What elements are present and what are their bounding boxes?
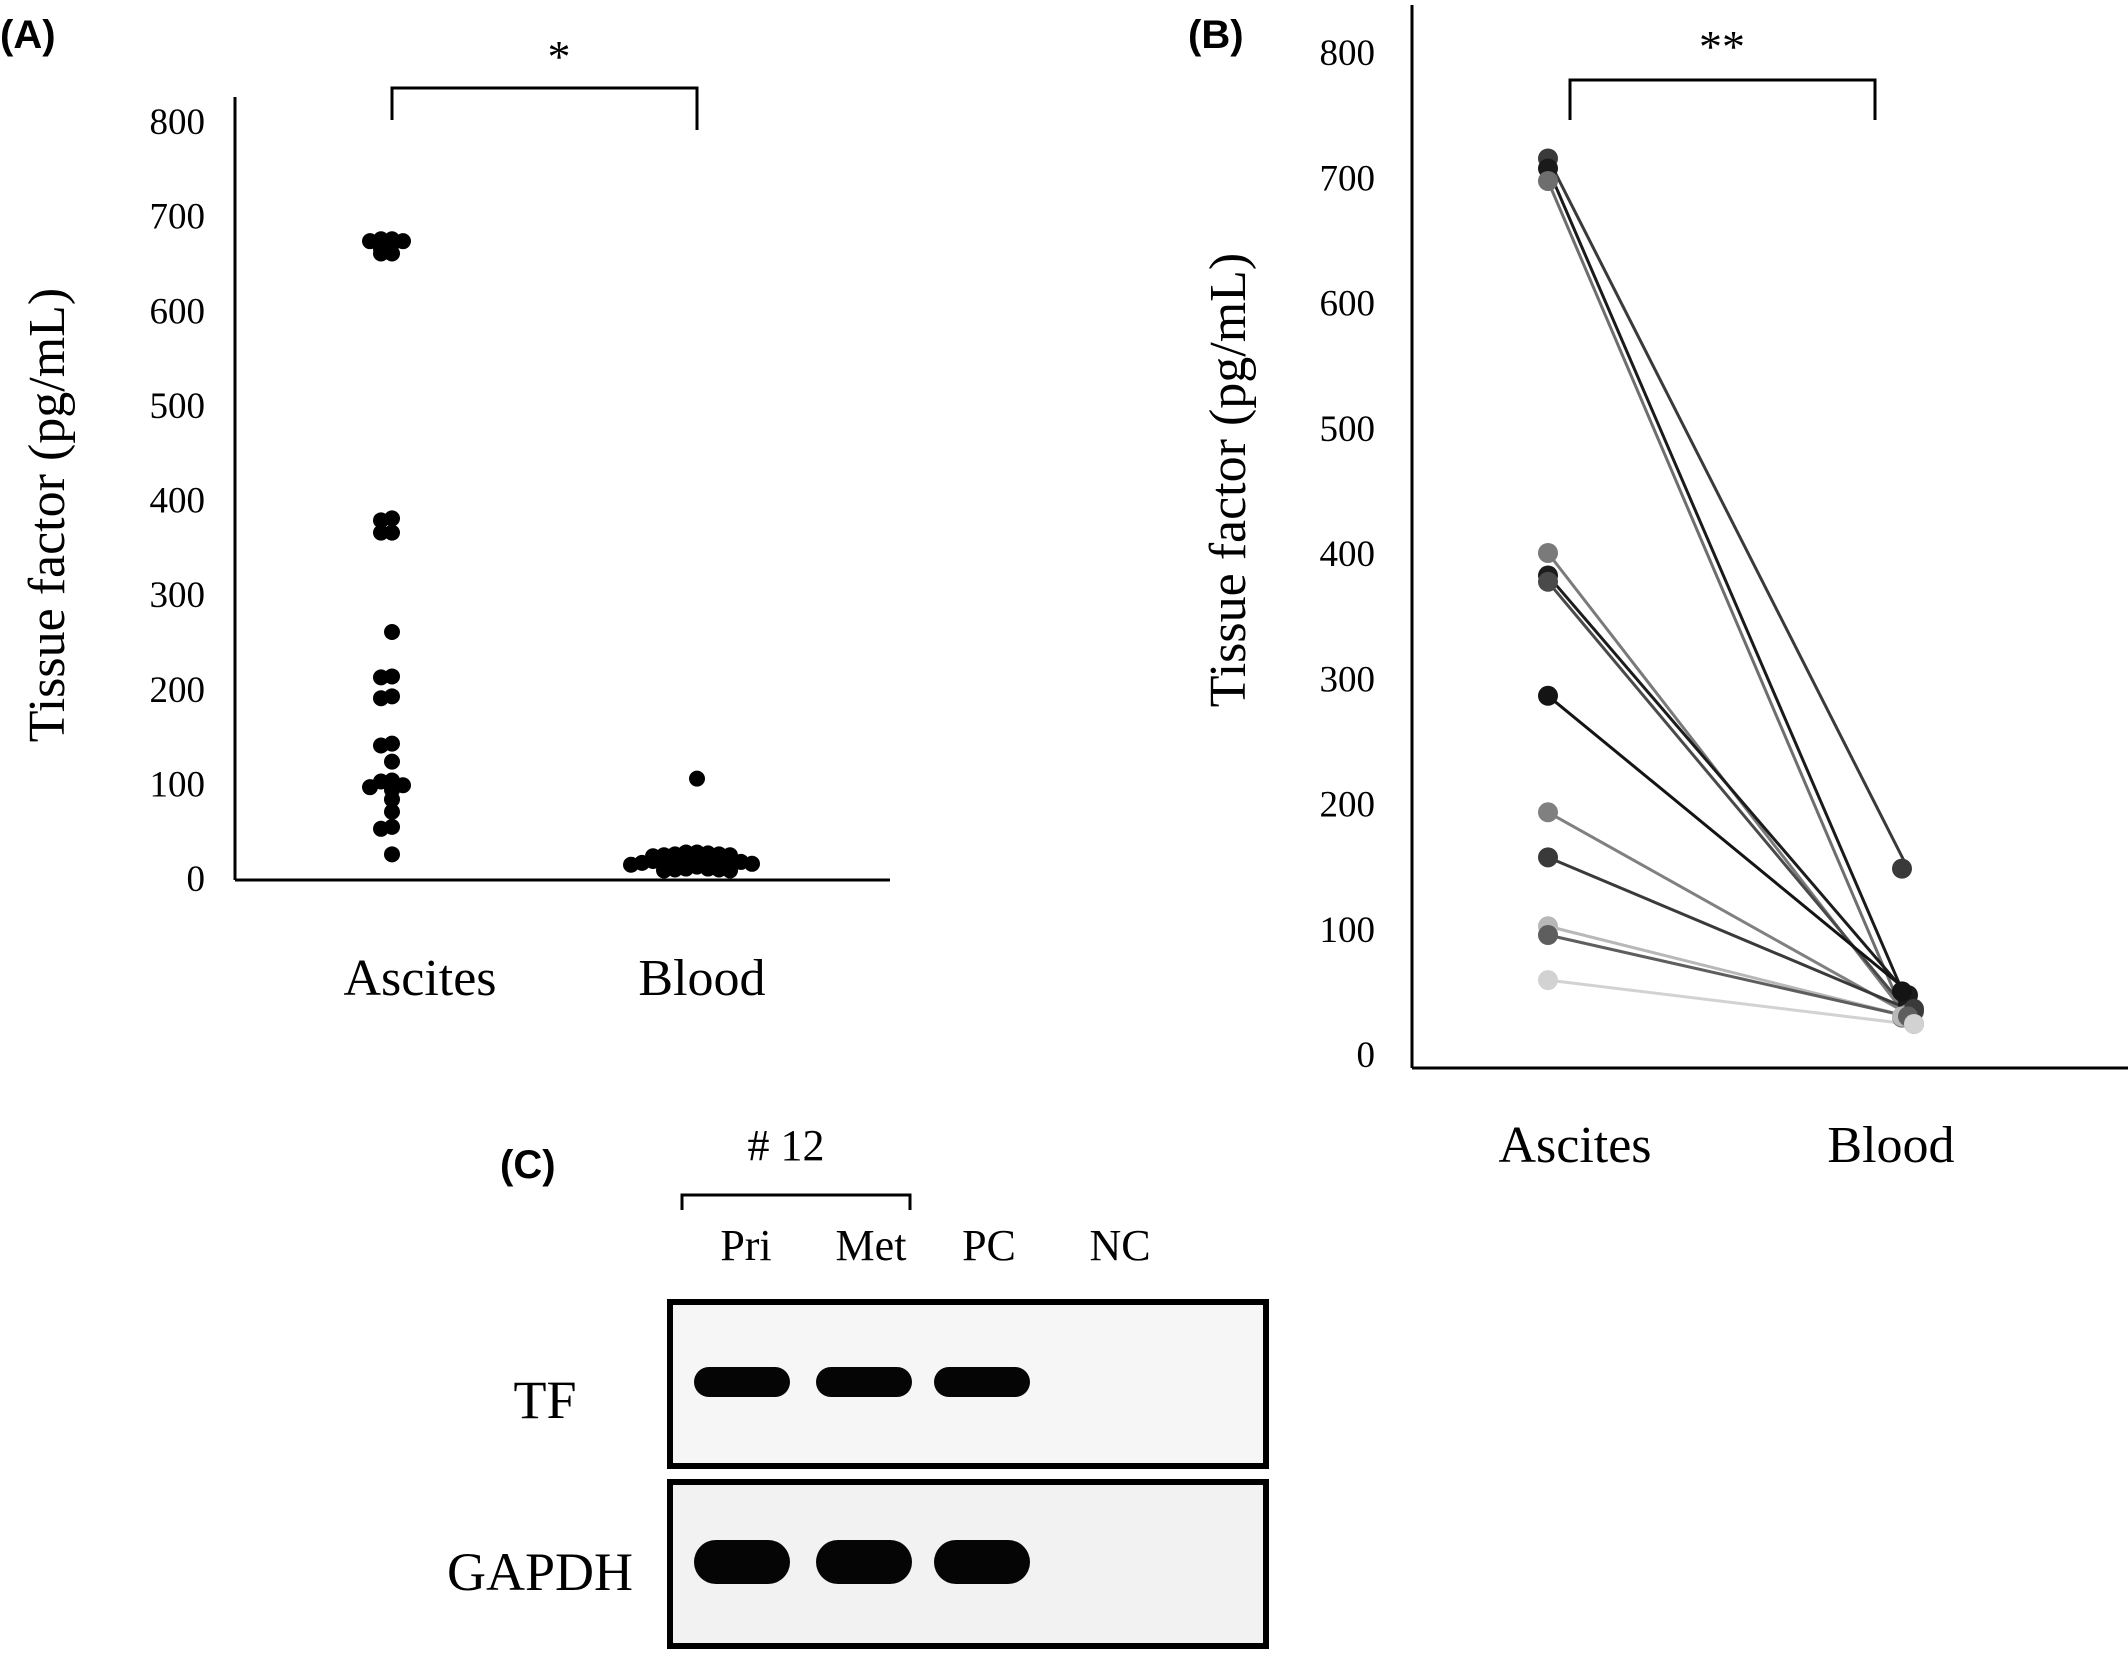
ascites-point <box>1538 802 1558 823</box>
data-point <box>384 803 400 820</box>
pair-line <box>1546 580 1910 1013</box>
data-point <box>744 855 760 872</box>
y-tick-label-b: 600 <box>1320 284 1376 325</box>
gel-band <box>816 1367 912 1397</box>
y-tick-label-b: 100 <box>1320 910 1376 951</box>
pair-line <box>1547 810 1909 1016</box>
data-point <box>384 846 400 863</box>
gel-band <box>934 1367 1030 1397</box>
y-tick-label-b: 300 <box>1320 659 1376 700</box>
blood-point <box>1904 1013 1924 1034</box>
data-point <box>384 753 400 770</box>
ascites-point <box>1538 925 1558 946</box>
data-point <box>689 770 705 787</box>
lane-label-nc: NC <box>1089 1221 1150 1270</box>
category-label-ascites-a: Ascites <box>343 950 496 1007</box>
data-point <box>373 512 389 529</box>
gel-band <box>934 1540 1030 1584</box>
lane-label-pc: PC <box>962 1221 1016 1270</box>
significance-marker-b: ** <box>1699 21 1745 72</box>
category-label-ascites-b: Ascites <box>1498 1117 1651 1174</box>
y-tick-label-a: 400 <box>150 481 206 522</box>
y-tick-label-b: 800 <box>1320 33 1376 74</box>
blood-point <box>1892 981 1912 1002</box>
category-label-blood-b: Blood <box>1827 1117 1954 1174</box>
y-tick-label-a: 100 <box>150 764 206 805</box>
panel-b: (B) 0 100 200 300 400 500 600 700 800 Tissue fac… <box>1188 5 2128 1174</box>
lane-label-met: Met <box>836 1221 907 1270</box>
y-tick-label-a: 800 <box>150 102 206 143</box>
data-point <box>722 862 738 879</box>
data-point <box>384 623 400 640</box>
significance-bracket-a <box>390 86 699 130</box>
category-label-blood-a: Blood <box>638 950 765 1007</box>
y-tick-label-a: 0 <box>187 859 206 900</box>
y-tick-label-a: 700 <box>150 197 206 238</box>
data-point <box>384 524 400 541</box>
data-point <box>373 524 389 541</box>
data-point <box>384 791 400 808</box>
y-tick-labels-a: 0 100 200 300 400 500 600 700 800 <box>150 102 206 900</box>
significance-marker-a: * <box>548 31 571 82</box>
y-axis-label-b: Tissue factor (pg/mL) <box>1200 253 1257 707</box>
ascites-point <box>1538 970 1558 991</box>
y-tick-label-b: 700 <box>1320 158 1376 199</box>
gel-band <box>694 1367 790 1397</box>
blood-point <box>1892 858 1912 879</box>
ascites-point <box>1538 571 1558 592</box>
y-axis-label-a: Tissue factor (pg/mL) <box>19 288 76 742</box>
pair-line <box>1546 157 1910 870</box>
pair-line <box>1547 855 1909 1011</box>
ascites-point <box>1538 543 1558 563</box>
panel-c: (C) # 12 Pri Met PC NC TF GAPDH <box>447 1121 1269 1649</box>
ascites-point <box>1538 847 1558 868</box>
y-tick-label-a: 600 <box>150 291 206 332</box>
y-tick-label-a: 200 <box>150 670 206 711</box>
data-points-a <box>362 231 760 879</box>
ascites-point <box>1538 685 1558 706</box>
gel-band <box>816 1540 912 1584</box>
pair-line <box>1546 574 1910 997</box>
gene-label-tf: TF <box>513 1370 576 1430</box>
data-point <box>362 779 378 796</box>
y-tick-label-b: 400 <box>1320 534 1376 575</box>
panel-label-c: (C) <box>500 1143 556 1187</box>
lane-label-pri: Pri <box>720 1221 771 1270</box>
y-tick-labels-b: 0 100 200 300 400 500 600 700 800 <box>1320 33 1376 1076</box>
y-tick-label-b: 200 <box>1320 785 1376 826</box>
y-tick-label-a: 500 <box>150 386 206 427</box>
pair-line <box>1546 167 1910 1005</box>
pair-line <box>1546 180 1910 1025</box>
data-point <box>656 862 672 879</box>
panel-label-a: (A) <box>0 13 56 57</box>
y-tick-label-a: 300 <box>150 575 206 616</box>
paired-lines-b <box>1538 148 1924 1034</box>
gel-bands <box>694 1367 1030 1584</box>
data-point <box>373 245 389 262</box>
ascites-point <box>1538 171 1558 192</box>
data-point <box>373 669 389 686</box>
data-point <box>373 690 389 707</box>
significance-bracket-b <box>1568 78 1877 120</box>
data-point <box>373 737 389 754</box>
sample-label: # 12 <box>748 1121 825 1170</box>
data-point <box>384 245 400 262</box>
pair-line <box>1547 978 1909 1026</box>
gene-label-gapdh: GAPDH <box>447 1542 633 1602</box>
y-tick-label-b: 500 <box>1320 409 1376 450</box>
pair-line <box>1547 933 1909 1018</box>
pair-line <box>1547 694 1909 993</box>
y-tick-label-b: 0 <box>1357 1035 1376 1076</box>
gel-band <box>694 1540 790 1584</box>
sample-bracket <box>680 1193 912 1210</box>
panel-label-b: (B) <box>1188 13 1244 57</box>
panel-a: (A) 0 100 200 300 400 500 600 700 800 Tissue fac… <box>0 13 890 1007</box>
data-point <box>623 856 639 873</box>
data-point <box>373 820 389 837</box>
